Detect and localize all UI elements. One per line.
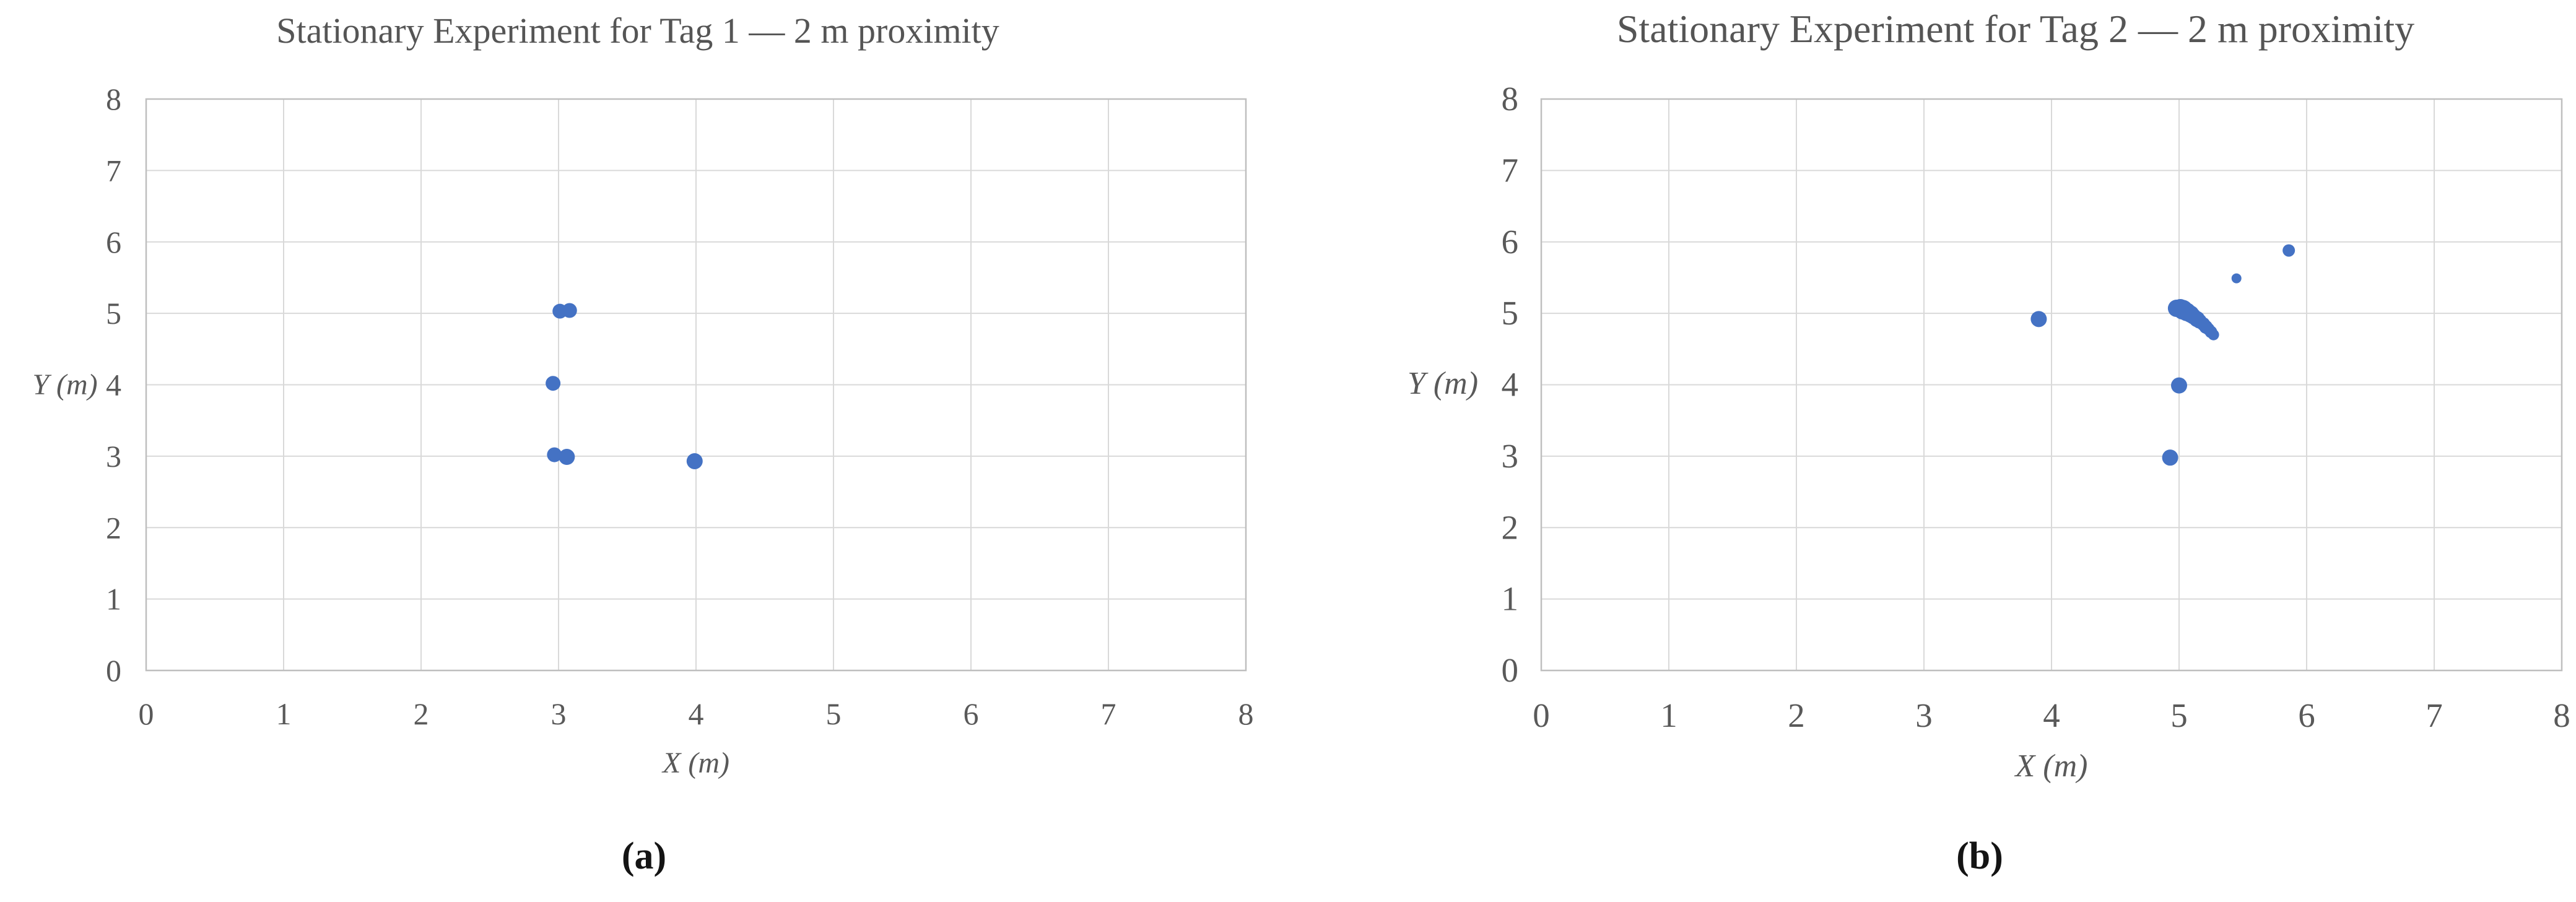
y-tick-label: 6 (1502, 223, 1519, 261)
x-tick-label: 2 (414, 696, 429, 731)
x-tick-label: 1 (276, 696, 292, 731)
data-point (559, 449, 575, 466)
y-tick-label: 8 (1502, 80, 1519, 118)
y-tick-label: 1 (106, 582, 121, 617)
y-axis-label: Y (m) (32, 368, 98, 401)
plot-area-border (1540, 98, 2563, 672)
x-tick-label: 4 (2043, 696, 2060, 734)
x-tick-label: 7 (2426, 696, 2443, 734)
x-tick-label: 3 (1915, 696, 1933, 734)
data-point (2231, 273, 2242, 284)
x-tick-label: 3 (551, 696, 567, 731)
subfigure-a: Stationary Experiment for Tag 1 — 2 m pr… (32, 11, 1254, 877)
y-tick-label: 3 (1502, 437, 1519, 475)
y-tick-label: 2 (106, 510, 121, 545)
y-tick-label: 4 (1502, 366, 1519, 404)
x-axis-label: X (m) (663, 747, 729, 779)
y-tick-label: 4 (106, 368, 121, 402)
y-tick-label: 6 (106, 225, 121, 259)
data-point (2162, 449, 2178, 466)
y-tick-label: 5 (106, 296, 121, 331)
x-tick-label: 6 (2298, 696, 2315, 734)
subfigure-b: Stationary Experiment for Tag 2 — 2 m pr… (1288, 0, 2576, 902)
y-axis-label: Y (m) (1407, 366, 1479, 401)
x-tick-label: 5 (2170, 696, 2188, 734)
subfigure-caption-b: (b) (1956, 835, 2003, 877)
y-tick-label: 5 (1502, 294, 1519, 332)
x-tick-label: 5 (826, 696, 842, 731)
y-tick-label: 7 (106, 153, 121, 188)
x-tick-label: 7 (1101, 696, 1116, 731)
data-point (2030, 311, 2047, 327)
data-point (546, 376, 561, 391)
y-tick-label: 3 (106, 439, 121, 474)
data-point (686, 453, 703, 469)
y-tick-label: 0 (106, 653, 121, 688)
chart-title-tag2: Stationary Experiment for Tag 2 — 2 m pr… (1616, 7, 2415, 51)
data-point (2282, 244, 2295, 257)
x-tick-label: 8 (2553, 696, 2570, 734)
subfigure-caption-a: (a) (621, 835, 667, 877)
data-point (547, 447, 562, 462)
x-tick-label: 8 (1238, 696, 1254, 731)
x-tick-label: 6 (964, 696, 979, 731)
scatter-plot-tag1: 0 1 2 3 4 5 6 7 8 0 1 2 3 4 5 6 7 8 (106, 82, 1254, 731)
x-tick-label: 0 (1533, 696, 1550, 734)
data-point (2208, 329, 2219, 340)
y-tick-label: 1 (1502, 580, 1519, 618)
data-point (2171, 377, 2187, 394)
y-tick-label: 0 (1502, 651, 1519, 689)
x-tick-label: 4 (689, 696, 704, 731)
y-tick-label: 8 (106, 82, 121, 116)
y-tick-label: 2 (1502, 508, 1519, 546)
x-tick-label: 0 (139, 696, 154, 731)
x-axis-label: X (m) (2015, 748, 2088, 784)
x-tick-label: 1 (1660, 696, 1677, 734)
x-tick-label: 2 (1788, 696, 1805, 734)
scatter-plot-tag2: 0 1 2 3 4 5 6 7 8 0 1 2 3 4 5 6 7 8 (1502, 80, 2570, 734)
chart-title-tag1: Stationary Experiment for Tag 1 — 2 m pr… (276, 11, 999, 51)
plot-area-border (145, 98, 1247, 672)
y-tick-label: 7 (1502, 151, 1519, 189)
data-point (562, 303, 577, 318)
